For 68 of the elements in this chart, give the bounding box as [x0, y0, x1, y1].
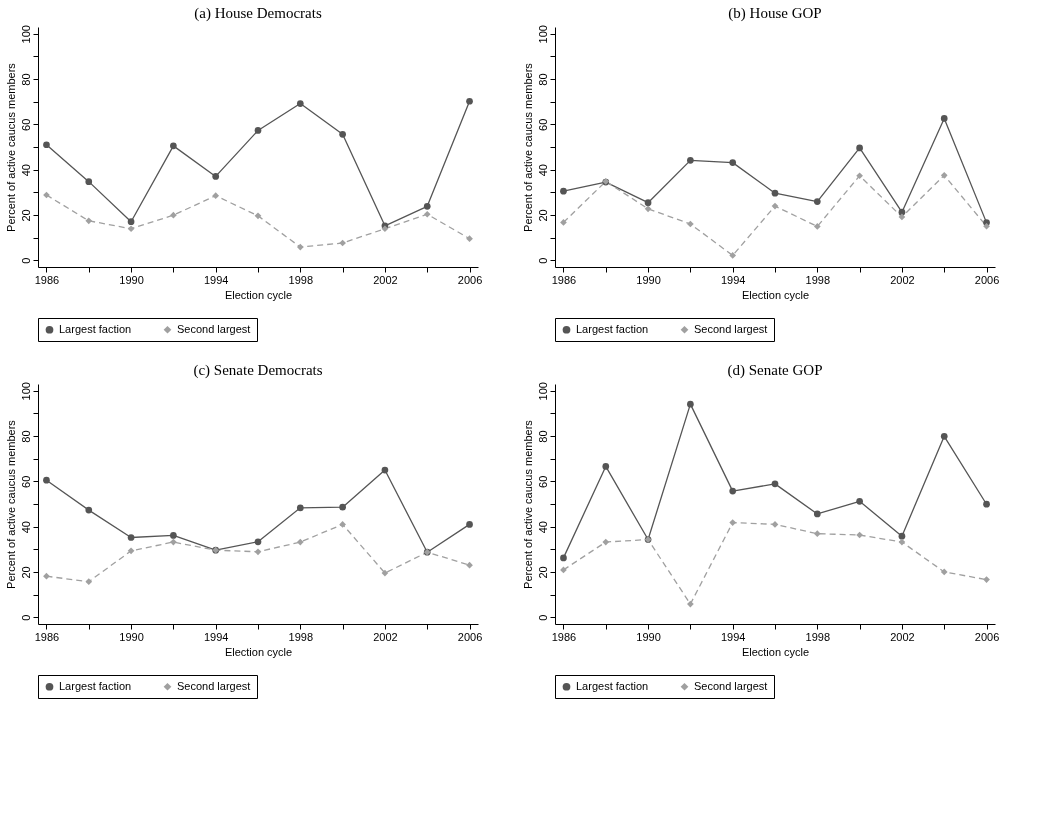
chart-title: (a) House Democrats	[194, 4, 322, 22]
y-tick-label: 20	[536, 209, 549, 222]
x-tick-label: 1998	[288, 273, 314, 286]
y-tick-label: 80	[536, 430, 549, 443]
legend-label: Second largest	[177, 322, 251, 335]
y-tick-label: 60	[19, 475, 32, 488]
chart-title: (b) House GOP	[728, 4, 822, 22]
y-axis-title: Percent of active caucus members	[4, 62, 17, 232]
legend-label: Largest faction	[576, 679, 649, 692]
y-tick-label: 40	[19, 164, 32, 177]
y-tick-label: 40	[19, 521, 32, 534]
x-tick-label: 1994	[203, 630, 229, 643]
x-tick-label: 1986	[551, 273, 577, 286]
y-tick-label: 60	[536, 118, 549, 131]
x-tick-label: 2002	[890, 273, 915, 286]
x-tick-label: 2006	[457, 630, 483, 643]
x-tick-label: 2002	[373, 630, 398, 643]
legend-label: Largest faction	[59, 322, 132, 335]
y-tick-label: 40	[536, 164, 549, 177]
y-tick-label: 100	[536, 382, 549, 401]
y-axis-title: Percent of active caucus members	[4, 419, 17, 589]
x-axis-title: Election cycle	[224, 645, 293, 658]
y-tick-label: 100	[19, 382, 32, 401]
x-tick-label: 1990	[636, 273, 661, 286]
y-tick-label: 100	[19, 25, 32, 44]
x-axis-title: Election cycle	[741, 645, 810, 658]
y-tick-label: 0	[536, 257, 549, 264]
x-tick-label: 2006	[974, 630, 1000, 643]
y-tick-label: 60	[19, 118, 32, 131]
x-tick-label: 1994	[203, 273, 229, 286]
x-axis-title: Election cycle	[741, 288, 810, 301]
x-tick-label: 1990	[119, 630, 144, 643]
x-tick-label: 1986	[551, 630, 577, 643]
x-tick-label: 2006	[457, 273, 483, 286]
chart-title: (c) Senate Democrats	[193, 361, 323, 379]
x-tick-label: 1998	[805, 630, 831, 643]
y-tick-label: 0	[19, 614, 32, 621]
x-tick-label: 1998	[805, 273, 831, 286]
chart-title: (d) Senate GOP	[727, 361, 823, 379]
x-tick-label: 1998	[288, 630, 314, 643]
x-axis-title: Election cycle	[224, 288, 293, 301]
y-tick-label: 0	[19, 257, 32, 264]
x-tick-label: 1990	[119, 273, 144, 286]
legend-label: Second largest	[694, 322, 768, 335]
legend-label: Largest faction	[576, 322, 649, 335]
y-tick-label: 60	[536, 475, 549, 488]
y-tick-label: 20	[536, 566, 549, 579]
x-tick-label: 2002	[890, 630, 915, 643]
legend-label: Second largest	[177, 679, 251, 692]
y-tick-label: 100	[536, 25, 549, 44]
x-tick-label: 1994	[720, 273, 746, 286]
legend-label: Second largest	[694, 679, 768, 692]
y-tick-label: 80	[19, 430, 32, 443]
y-tick-label: 20	[19, 566, 32, 579]
x-tick-label: 1986	[34, 630, 60, 643]
x-tick-label: 1994	[720, 630, 746, 643]
y-tick-label: 20	[19, 209, 32, 222]
x-tick-label: 1986	[34, 273, 60, 286]
x-tick-label: 2006	[974, 273, 1000, 286]
y-tick-label: 40	[536, 521, 549, 534]
y-tick-label: 80	[536, 73, 549, 86]
y-tick-label: 80	[19, 73, 32, 86]
x-tick-label: 2002	[373, 273, 398, 286]
y-axis-title: Percent of active caucus members	[521, 62, 534, 232]
x-tick-label: 1990	[636, 630, 661, 643]
legend-label: Largest faction	[59, 679, 132, 692]
y-tick-label: 0	[536, 614, 549, 621]
y-axis-title: Percent of active caucus members	[521, 419, 534, 589]
